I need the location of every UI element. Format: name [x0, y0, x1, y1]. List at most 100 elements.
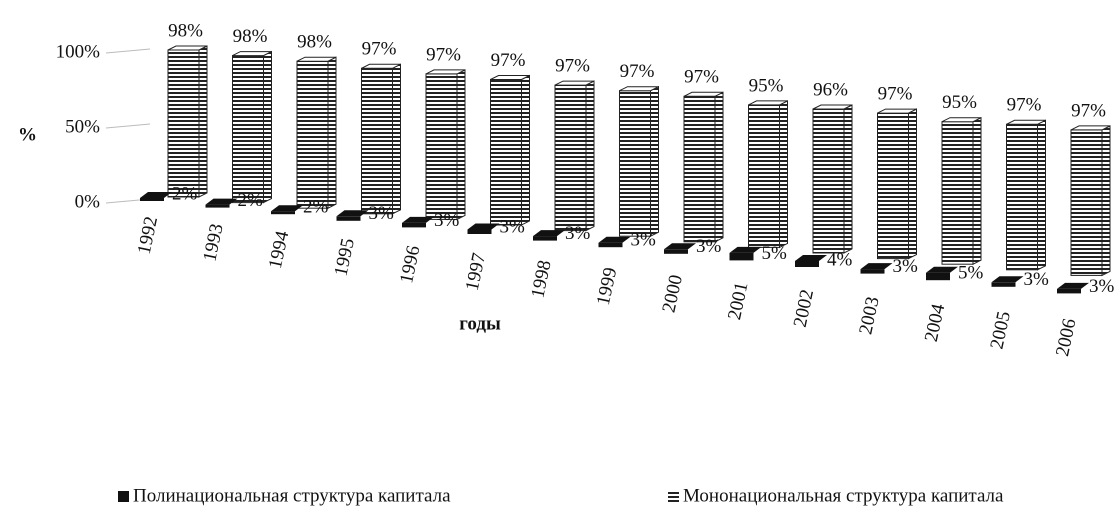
value-label: 97% [620, 61, 655, 82]
bar-top [167, 45, 208, 51]
bar-side [585, 80, 595, 232]
x-tick-label: 1999 [593, 266, 621, 308]
bar-side [263, 50, 272, 204]
value-label: 3% [434, 210, 460, 231]
bar-front [812, 108, 845, 254]
bar-top [598, 236, 631, 243]
bar-side [521, 74, 530, 226]
bar-side [327, 56, 337, 210]
bar-front [361, 67, 393, 215]
x-tick-label: 2005 [987, 309, 1015, 351]
bar-top [619, 86, 659, 92]
bar-top [490, 75, 530, 80]
value-label: 98% [233, 26, 268, 47]
bar-top [336, 210, 369, 217]
value-label: 97% [426, 44, 461, 65]
bar-top [926, 266, 958, 273]
bar-top [467, 223, 500, 230]
bar-side [779, 100, 788, 249]
value-label: 2% [238, 190, 264, 211]
bar-side [650, 85, 659, 238]
tick-mark [105, 48, 151, 54]
legend-label: Полинациональная структура капитала [133, 485, 451, 506]
bar-front [467, 229, 492, 234]
value-label: 3% [369, 203, 395, 224]
bar-front [205, 204, 230, 208]
bar-top [991, 276, 1024, 283]
bar-top [664, 243, 696, 250]
value-label: 97% [1007, 95, 1042, 116]
x-tick-label: 1994 [265, 229, 294, 271]
value-label: 97% [555, 55, 590, 76]
bar-front [533, 236, 557, 241]
bar-side [714, 91, 724, 243]
value-label: 96% [813, 79, 848, 100]
bar-front [598, 242, 623, 248]
bar-front [402, 222, 426, 228]
bar-front [140, 198, 164, 201]
bar-top [296, 56, 337, 62]
legend-label: Мононациональная структура капитала [683, 485, 1004, 506]
bar-top [533, 230, 565, 237]
bar-front [926, 272, 950, 281]
bar-top [361, 63, 401, 69]
x-axis-label: годы [459, 313, 501, 334]
bar-front [167, 49, 200, 198]
bar-top [425, 69, 466, 75]
bar-front [336, 216, 361, 221]
x-tick-label: 1998 [527, 258, 555, 300]
bar-front [1070, 129, 1103, 276]
x-tick-label: 1997 [462, 251, 490, 293]
bar-top [1057, 282, 1089, 289]
value-label: 98% [168, 20, 203, 41]
value-label: 4% [827, 249, 853, 270]
value-label: 3% [565, 223, 591, 244]
bar-side [1101, 125, 1111, 277]
x-tick-label: 2004 [921, 302, 950, 344]
bar-top [748, 100, 788, 106]
y-tick-label: 50% [65, 116, 100, 137]
bar-top [877, 108, 917, 114]
bar-top [232, 51, 272, 57]
y-axis-label: % [18, 124, 37, 145]
x-tick-label: 2002 [790, 288, 818, 330]
bar-top [941, 117, 982, 123]
value-label: 3% [696, 236, 722, 257]
value-label: 95% [749, 75, 784, 96]
bar-front [729, 252, 754, 261]
value-label: 3% [1089, 276, 1115, 297]
value-label: 2% [172, 183, 198, 204]
x-tick-label: 2003 [855, 295, 883, 337]
bar-front [296, 60, 329, 209]
tick-mark [105, 123, 151, 129]
bar-side [908, 108, 917, 260]
bar-front [991, 282, 1016, 287]
value-label: 3% [893, 256, 919, 277]
value-label: 3% [1024, 269, 1050, 290]
bar-side [456, 69, 466, 221]
y-tick-label: 100% [56, 41, 101, 62]
bar-top [1070, 125, 1111, 131]
bar-front [271, 211, 295, 215]
bar-front [554, 84, 587, 232]
value-label: 97% [362, 39, 397, 60]
value-label: 3% [500, 216, 526, 237]
bar-top [683, 91, 724, 97]
bar-top [205, 198, 238, 205]
bar-top [554, 80, 595, 86]
bar-front [795, 261, 819, 267]
bar-top [1006, 119, 1046, 125]
x-tick-label: 1996 [396, 244, 424, 286]
y-tick-label: 0% [75, 191, 101, 212]
bar-front [1057, 288, 1081, 294]
value-label: 2% [303, 197, 329, 218]
x-tick-label: 1992 [134, 215, 162, 257]
value-label: 5% [958, 263, 984, 284]
bar-front [232, 55, 264, 204]
value-label: 97% [684, 67, 719, 88]
value-label: 98% [297, 32, 332, 53]
bar-front [619, 90, 651, 237]
x-tick-label: 2006 [1052, 317, 1080, 359]
bar-side [198, 45, 208, 198]
bar-front [683, 95, 716, 243]
